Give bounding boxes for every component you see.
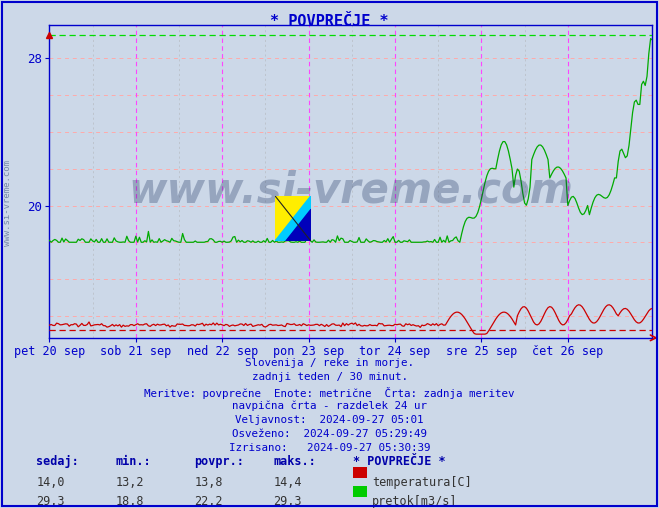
Text: 29,3: 29,3 [36,495,65,508]
Text: zadnji teden / 30 minut.: zadnji teden / 30 minut. [252,372,407,383]
Text: 13,8: 13,8 [194,476,223,489]
Text: Slovenija / reke in morje.: Slovenija / reke in morje. [245,358,414,368]
Text: 13,2: 13,2 [115,476,144,489]
Text: * POVPREČJE *: * POVPREČJE * [353,455,445,468]
Text: povpr.:: povpr.: [194,455,244,468]
Text: Meritve: povprečne  Enote: metrične  Črta: zadnja meritev: Meritve: povprečne Enote: metrične Črta:… [144,387,515,399]
Text: Veljavnost:  2024-09-27 05:01: Veljavnost: 2024-09-27 05:01 [235,415,424,425]
Text: sedaj:: sedaj: [36,455,79,468]
Text: 29,3: 29,3 [273,495,302,508]
Text: maks.:: maks.: [273,455,316,468]
Text: navpična črta - razdelek 24 ur: navpična črta - razdelek 24 ur [232,401,427,411]
Text: 14,0: 14,0 [36,476,65,489]
Text: www.si-vreme.com: www.si-vreme.com [129,170,573,212]
Text: 18,8: 18,8 [115,495,144,508]
Text: www.si-vreme.com: www.si-vreme.com [3,160,13,246]
Text: 22,2: 22,2 [194,495,223,508]
Polygon shape [286,209,311,241]
Text: temperatura[C]: temperatura[C] [372,476,472,489]
Text: pretok[m3/s]: pretok[m3/s] [372,495,458,508]
Text: Izrisano:   2024-09-27 05:30:39: Izrisano: 2024-09-27 05:30:39 [229,443,430,454]
Polygon shape [275,196,311,241]
Polygon shape [275,196,311,241]
Text: * POVPREČJE *: * POVPREČJE * [270,14,389,29]
Text: Osveženo:  2024-09-27 05:29:49: Osveženo: 2024-09-27 05:29:49 [232,429,427,439]
Text: min.:: min.: [115,455,151,468]
Text: 14,4: 14,4 [273,476,302,489]
